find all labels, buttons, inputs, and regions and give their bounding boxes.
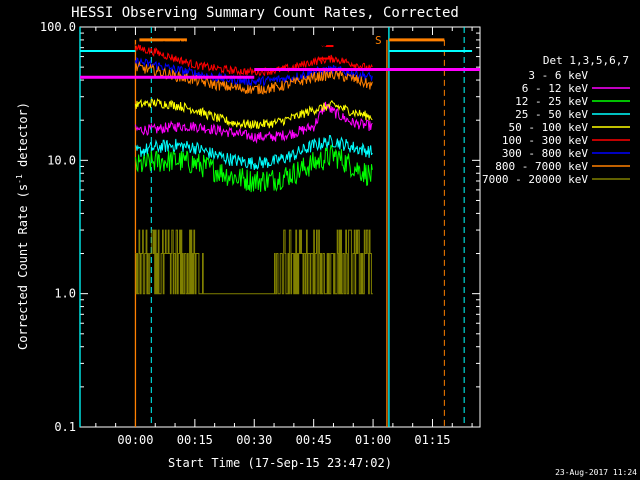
x-axis-label: Start Time (17-Sep-15 23:47:02) [168,456,392,470]
markers-layer: S [79,27,473,427]
ticks-layer: 100.0 10.0 1.0 0.1 00:00 00:15 00:30 00:45 01:00… [40,20,480,447]
y-tick-label: 1.0 [54,287,76,301]
series-line-25-50kev [135,134,373,171]
series-line-7000-20000kev [135,229,373,295]
legend-entry-label: 25 - 50 keV [515,108,588,121]
legend-entry-label: 6 - 12 keV [522,82,589,95]
series-line-6-12kev [134,101,373,144]
series-line-100-300kev [134,44,373,77]
orange-bar-label: S [375,34,382,47]
plot-frame [79,26,481,428]
series-layer [80,38,480,295]
y-tick-label: 100.0 [40,20,76,34]
y-tick-label: 10.0 [47,153,76,167]
legend-entry-label: 800 - 7000 keV [495,160,588,173]
chart-title: HESSI Observing Summary Count Rates, Cor… [71,5,459,21]
legend-title: Det 1,3,5,6,7 [543,54,629,67]
y-axis-label: Corrected Count Rate (s-1 detector) [15,102,30,350]
legend-entry-label: 7000 - 20000 keV [482,173,588,186]
x-tick-label: 00:30 [236,433,272,447]
x-tick-label: 00:00 [117,433,153,447]
legend-entry-label: 3 - 6 keV [528,69,588,82]
series-line-3-6kev [134,38,373,56]
x-tick-label: 00:15 [177,433,213,447]
legend-entry-label: 12 - 25 keV [515,95,588,108]
series-line-12-25kev [134,144,373,193]
series-line-300-800kev [134,57,373,88]
y-tick-label: 0.1 [54,420,76,434]
x-tick-label: 01:00 [355,433,391,447]
legend-entry-label: 100 - 300 keV [502,134,588,147]
x-tick-label: 00:45 [296,433,332,447]
series-line-50-100kev [134,98,373,130]
x-tick-label: 01:15 [414,433,450,447]
series-line-800-7000kev [134,60,373,95]
footer-date: 23-Aug-2017 11:24 [555,468,637,477]
legend-entry-label: 300 - 800 keV [502,147,588,160]
legend-entry-label: 50 - 100 keV [509,121,589,134]
